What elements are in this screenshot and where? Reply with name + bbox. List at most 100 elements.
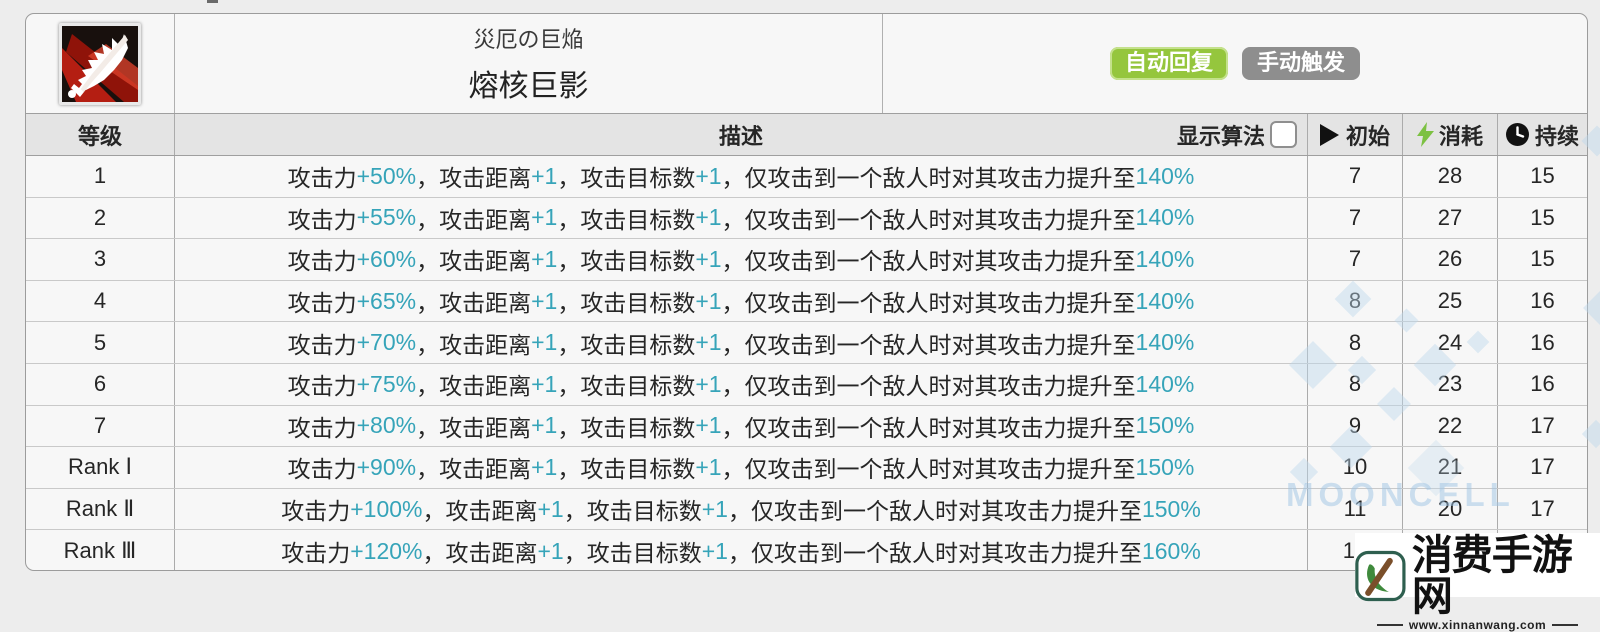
desc-text: ，仅攻击到一个敌人时对其攻击力提升至 bbox=[721, 331, 1136, 358]
desc-text: ，攻击目标数 bbox=[557, 414, 696, 441]
initial-cell: 11 bbox=[1308, 488, 1403, 530]
desc-value: +100% bbox=[350, 495, 423, 522]
skill-info-row: 災厄の巨焔 熔核巨影 自动回复 手动触发 bbox=[26, 14, 1587, 114]
table-row: Rank Ⅱ 攻击力 +100% ，攻击距离 +1 ，攻击目标数 +1 ，仅攻击到一个敌人时… bbox=[26, 488, 1587, 531]
desc-value: +1 bbox=[531, 245, 558, 272]
site-url-row: www.xinnanwang.com bbox=[1376, 618, 1579, 632]
desc-value: +80% bbox=[356, 412, 417, 439]
cost-cell: 20 bbox=[1403, 488, 1498, 530]
initial-cell: 10 bbox=[1308, 447, 1403, 488]
desc-value: 160% bbox=[1141, 537, 1201, 564]
desc-text: ，仅攻击到一个敌人时对其攻击力提升至 bbox=[721, 414, 1136, 441]
desc-value: +50% bbox=[356, 162, 417, 189]
desc-value: 140% bbox=[1135, 204, 1195, 231]
desc-value: +1 bbox=[695, 329, 722, 356]
desc-value: +1 bbox=[531, 329, 558, 356]
desc-value: +60% bbox=[356, 245, 417, 272]
desc-cell: 攻击力 +90% ，攻击距离 +1 ，攻击目标数 +1 ，仅攻击到一个敌人时对其攻击力提升至… bbox=[175, 447, 1308, 488]
table-row: 2 攻击力 +55% ，攻击距离 +1 ，攻击目标数 +1 ，仅攻击到一个敌人时对其攻击力提… bbox=[26, 197, 1587, 240]
desc-value: +1 bbox=[695, 453, 722, 480]
flame-sword-icon bbox=[59, 22, 141, 105]
header-level: 等级 bbox=[26, 114, 175, 155]
desc-text: 攻击力 bbox=[287, 165, 357, 192]
table-row: 1 攻击力 +50% ，攻击距离 +1 ，攻击目标数 +1 ，仅攻击到一个敌人时对其攻击力提… bbox=[26, 156, 1587, 198]
play-icon bbox=[1319, 123, 1339, 146]
desc-cell: 攻击力 +120% ，攻击距离 +1 ，攻击目标数 +1 ，仅攻击到一个敌人时对其攻击力提升… bbox=[175, 530, 1308, 570]
desc-text: ，仅攻击到一个敌人时对其攻击力提升至 bbox=[721, 165, 1136, 192]
desc-value: 150% bbox=[1135, 453, 1195, 480]
desc-value: 140% bbox=[1135, 329, 1195, 356]
desc-text: 攻击力 bbox=[287, 206, 357, 233]
desc-text: ，攻击距离 bbox=[416, 248, 532, 275]
cost-cell: 22 bbox=[1403, 405, 1498, 447]
level-cell: Rank Ⅱ bbox=[26, 488, 175, 530]
level-cell: Rank Ⅰ bbox=[26, 447, 175, 488]
site-watermark-overlay: 消费手游网 www.xinnanwang.com bbox=[1355, 533, 1600, 632]
desc-value: +1 bbox=[695, 412, 722, 439]
show-algorithm-control: 显示算法 bbox=[1177, 114, 1297, 155]
duration-cell: 16 bbox=[1530, 288, 1555, 314]
desc-text: 攻击力 bbox=[287, 414, 357, 441]
table-row: Rank Ⅰ 攻击力 +90% ，攻击距离 +1 ，攻击目标数 +1 ，仅攻击到一个敌人时对… bbox=[26, 447, 1587, 489]
desc-cell: 攻击力 +55% ，攻击距离 +1 ，攻击目标数 +1 ，仅攻击到一个敌人时对其攻击力提升至… bbox=[175, 197, 1308, 239]
header-desc-label: 描述 bbox=[718, 123, 763, 149]
desc-cell: 攻击力 +75% ，攻击距离 +1 ，攻击目标数 +1 ，仅攻击到一个敌人时对其攻击力提升至… bbox=[175, 363, 1308, 405]
desc-text: ，攻击距离 bbox=[416, 373, 532, 400]
desc-text: 攻击力 bbox=[281, 540, 351, 567]
desc-value: 150% bbox=[1135, 412, 1195, 439]
cost-cell: 27 bbox=[1403, 197, 1498, 239]
skill-name-cell: 災厄の巨焔 熔核巨影 bbox=[175, 14, 883, 113]
desc-text: ，攻击距离 bbox=[416, 290, 532, 317]
desc-value: +65% bbox=[356, 287, 417, 314]
desc-cell: 攻击力 +80% ，攻击距离 +1 ，攻击目标数 +1 ，仅攻击到一个敌人时对其攻击力提升至… bbox=[175, 405, 1308, 447]
desc-value: +1 bbox=[537, 495, 564, 522]
desc-cell: 攻击力 +60% ，攻击距离 +1 ，攻击目标数 +1 ，仅攻击到一个敌人时对其攻击力提升至… bbox=[175, 239, 1308, 280]
table-row: Rank Ⅲ 攻击力 +120% ，攻击距离 +1 ，攻击目标数 +1 ，仅攻击到一个敌人时… bbox=[26, 530, 1587, 570]
desc-text: 攻击力 bbox=[287, 331, 357, 358]
desc-value: +1 bbox=[531, 412, 558, 439]
initial-cell: 8 bbox=[1308, 322, 1403, 363]
desc-text: 攻击力 bbox=[281, 498, 351, 525]
desc-text: ，攻击目标数 bbox=[557, 165, 696, 192]
table-row: 5 攻击力 +70% ，攻击距离 +1 ，攻击目标数 +1 ，仅攻击到一个敌人时对其攻击力提… bbox=[26, 322, 1587, 364]
cost-cell: 25 bbox=[1403, 280, 1498, 322]
header-initial: 初始 bbox=[1308, 114, 1403, 155]
duration-cell: 17 bbox=[1530, 412, 1555, 438]
initial-cell: 7 bbox=[1308, 156, 1403, 197]
duration-cell: 15 bbox=[1530, 246, 1555, 272]
page-edge-artifact bbox=[207, 0, 218, 3]
duration-cell: 16 bbox=[1530, 371, 1555, 397]
header-cost-label: 消耗 bbox=[1438, 123, 1483, 149]
desc-value: +75% bbox=[356, 370, 417, 397]
table-row: 7 攻击力 +80% ，攻击距离 +1 ，攻击目标数 +1 ，仅攻击到一个敌人时对其攻击力提… bbox=[26, 405, 1587, 448]
desc-value: +1 bbox=[695, 162, 722, 189]
desc-value: +55% bbox=[356, 204, 417, 231]
desc-value: +120% bbox=[350, 537, 423, 564]
initial-cell: 9 bbox=[1308, 405, 1403, 447]
desc-text: ，仅攻击到一个敌人时对其攻击力提升至 bbox=[721, 206, 1136, 233]
desc-value: +1 bbox=[695, 204, 722, 231]
level-cell: 4 bbox=[26, 280, 175, 322]
desc-value: 140% bbox=[1135, 245, 1195, 272]
desc-cell: 攻击力 +100% ，攻击距离 +1 ，攻击目标数 +1 ，仅攻击到一个敌人时对其攻击力提升… bbox=[175, 488, 1308, 530]
duration-cell: 15 bbox=[1530, 204, 1555, 230]
desc-value: +1 bbox=[701, 537, 728, 564]
header-cost: 消耗 bbox=[1403, 114, 1498, 155]
desc-value: +70% bbox=[356, 329, 417, 356]
lightning-icon bbox=[1416, 122, 1434, 147]
initial-cell: 8 bbox=[1308, 280, 1403, 322]
skill-name-jp: 災厄の巨焔 bbox=[473, 27, 584, 52]
show-algorithm-label: 显示算法 bbox=[1176, 123, 1265, 149]
table-row: 3 攻击力 +60% ，攻击距离 +1 ，攻击目标数 +1 ，仅攻击到一个敌人时对其攻击力提… bbox=[26, 239, 1587, 281]
desc-text: ，攻击距离 bbox=[416, 206, 532, 233]
desc-value: +1 bbox=[531, 204, 558, 231]
initial-cell: 7 bbox=[1308, 197, 1403, 239]
desc-value: +1 bbox=[537, 537, 564, 564]
desc-value: +1 bbox=[695, 287, 722, 314]
site-url: www.xinnanwang.com bbox=[1408, 618, 1547, 632]
show-algorithm-checkbox[interactable] bbox=[1270, 121, 1297, 148]
duration-cell: 15 bbox=[1530, 163, 1555, 189]
desc-cell: 攻击力 +50% ，攻击距离 +1 ，攻击目标数 +1 ，仅攻击到一个敌人时对其攻击力提升至… bbox=[175, 156, 1308, 197]
desc-text: ，攻击目标数 bbox=[557, 248, 696, 275]
desc-text: ，攻击距离 bbox=[416, 414, 532, 441]
